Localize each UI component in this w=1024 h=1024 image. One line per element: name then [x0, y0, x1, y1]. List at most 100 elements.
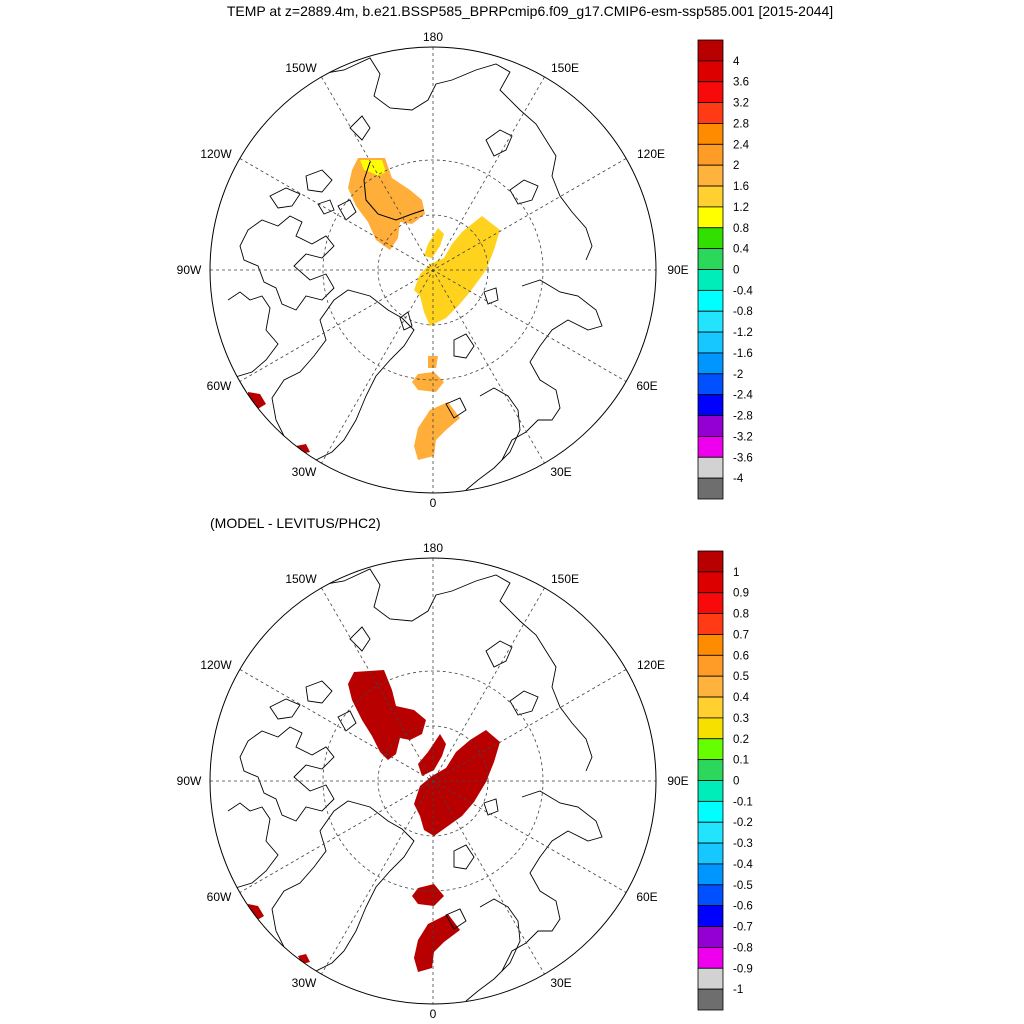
bottom-colorbar-label: -0.6	[733, 901, 753, 913]
bottom-colorbar-box	[697, 759, 724, 781]
bottom-lon-30w: 30W	[292, 976, 317, 990]
top-colorbar-label: -0.4	[733, 285, 753, 297]
top-colorbar-box	[697, 185, 724, 208]
bottom-colorbar-label: 0.3	[733, 713, 749, 725]
bottom-lon-0: 0	[430, 1007, 437, 1021]
bottom-colorbar-label: -1	[733, 984, 743, 996]
bregion-beaufort	[348, 670, 426, 760]
bottom-colorbar-box	[697, 717, 724, 740]
top-lon-60w: 60W	[207, 379, 232, 393]
top-colorbar-label: 3.2	[733, 98, 749, 110]
bottom-colorbar-label: -0.3	[733, 838, 753, 850]
top-lon-150w: 150W	[285, 61, 317, 75]
bottom-colorbar-box	[697, 738, 724, 761]
bottom-colorbar-label: -0.5	[733, 880, 753, 892]
top-colorbar-label: 3.6	[733, 77, 749, 89]
top-colorbar: 4 3.6 3.2 2.8 2.4 2 1.6 1.2 0.8 0.4 0 -0.4 -0.8 -1.2 -…	[697, 39, 753, 500]
top-lon-150e: 150E	[551, 61, 579, 75]
bottom-longitude-labels: 180 150E 120E 90E 60E 30E 0 30W 60W 90W …	[177, 541, 689, 1021]
top-colorbar-box	[697, 436, 724, 458]
bottom-colorbar-label: 0.1	[733, 755, 749, 767]
top-colorbar-box	[697, 415, 724, 437]
top-colorbar-box	[697, 394, 724, 416]
top-contour-line	[363, 161, 425, 221]
top-colorbar-label: 1.2	[733, 202, 749, 214]
top-colorbar-box	[697, 123, 724, 145]
bottom-colorbar-box	[697, 800, 724, 823]
bottom-colorbar-label: -0.7	[733, 922, 753, 934]
bottom-colorbar-box	[697, 842, 724, 865]
bottom-map-boundary	[209, 557, 657, 1005]
top-colorbar-box	[697, 81, 724, 103]
bottom-lon-120w: 120W	[200, 658, 232, 672]
bottom-graticule	[210, 558, 656, 1004]
top-colorbar-box	[697, 352, 724, 375]
top-lon-60e: 60E	[636, 379, 657, 393]
top-colorbar-label: 0.8	[733, 223, 749, 235]
bottom-lon-60e: 60E	[636, 890, 657, 904]
top-lon-0: 0	[430, 496, 437, 510]
bottom-colorbar-box	[697, 926, 724, 948]
top-longitude-labels: 180 150E 120E 90E 60E 30E 0 30W 60W 90W …	[177, 30, 689, 510]
top-colorbar-box	[697, 269, 724, 291]
top-map-panel: 180 150E 120E 90E 60E 30E 0 30W 60W 90W …	[177, 30, 754, 510]
top-colorbar-label: 4	[733, 56, 740, 68]
bottom-colorbar-box	[697, 988, 724, 1011]
bregion-small-patch	[418, 734, 446, 776]
bottom-colorbar-box	[697, 550, 724, 573]
top-lon-90w: 90W	[177, 263, 202, 277]
figure-title: TEMP at z=2889.4m, b.e21.BSSP585_BPRPcmi…	[226, 3, 834, 19]
top-lon-90e: 90E	[667, 263, 688, 277]
bregion-labrador-a	[248, 904, 264, 922]
bottom-colorbar-box	[697, 696, 724, 719]
top-colorbar-box	[697, 248, 724, 270]
bottom-colorbar-label: 0.8	[733, 609, 749, 621]
bottom-map-panel: 180 150E 120E 90E 60E 30E 0 30W 60W 90W …	[177, 541, 754, 1021]
bottom-colorbar-box	[697, 905, 724, 927]
top-coastlines	[217, 57, 603, 491]
region-beaufort-core	[360, 160, 386, 176]
top-lon-30e: 30E	[550, 465, 571, 479]
top-colorbar-label: -4	[733, 473, 744, 485]
region-greenland-sea	[414, 402, 460, 460]
top-colorbar-label: -3.2	[733, 431, 753, 443]
bottom-colorbar-label: -0.1	[733, 796, 753, 808]
top-colorbar-label: 2	[733, 160, 739, 172]
bottom-colorbar-label: 1	[733, 567, 739, 579]
bottom-colorbar-box	[697, 634, 724, 656]
top-lon-120w: 120W	[200, 147, 232, 161]
bottom-lon-180: 180	[423, 541, 443, 555]
bottom-colorbar-label: 0	[733, 776, 739, 788]
top-colorbar-box	[697, 60, 724, 83]
bregion-fram-patch	[412, 884, 444, 906]
bottom-lon-150w: 150W	[285, 572, 317, 586]
top-colorbar-box	[697, 164, 724, 187]
bottom-colorbar-label: 0.4	[733, 692, 750, 704]
bottom-colorbar-label: -0.2	[733, 817, 753, 829]
bottom-colorbar-label: -0.9	[733, 963, 753, 975]
bottom-colorbar-box	[697, 863, 724, 886]
bottom-colorbar-label: 0.2	[733, 734, 749, 746]
top-colorbar-box	[697, 310, 724, 333]
region-beaufort	[348, 158, 425, 250]
bottom-colorbar-box	[697, 592, 724, 614]
bottom-lon-90w: 90W	[177, 774, 202, 788]
top-colorbar-label: -2.4	[733, 390, 753, 402]
region-labrador-b	[296, 444, 310, 454]
bregion-greenland-sea	[414, 914, 460, 972]
top-colorbar-label: 2.4	[733, 139, 750, 151]
top-colorbar-label: -2.8	[733, 411, 753, 423]
bottom-colorbar-box	[697, 821, 724, 844]
top-colorbar-label: 2.8	[733, 118, 749, 130]
bottom-colorbar-box	[697, 613, 724, 635]
top-colorbar-box	[697, 39, 724, 62]
top-colorbar-box	[697, 477, 724, 500]
top-colorbar-box	[697, 102, 724, 124]
panel-subtitle: (MODEL - LEVITUS/PHC2)	[210, 515, 381, 531]
bottom-colorbar-box	[697, 571, 724, 594]
top-anomaly-regions	[248, 158, 500, 460]
bottom-lon-150e: 150E	[551, 572, 579, 586]
bottom-colorbar-label: -0.8	[733, 942, 753, 954]
top-colorbar-box	[697, 143, 724, 166]
